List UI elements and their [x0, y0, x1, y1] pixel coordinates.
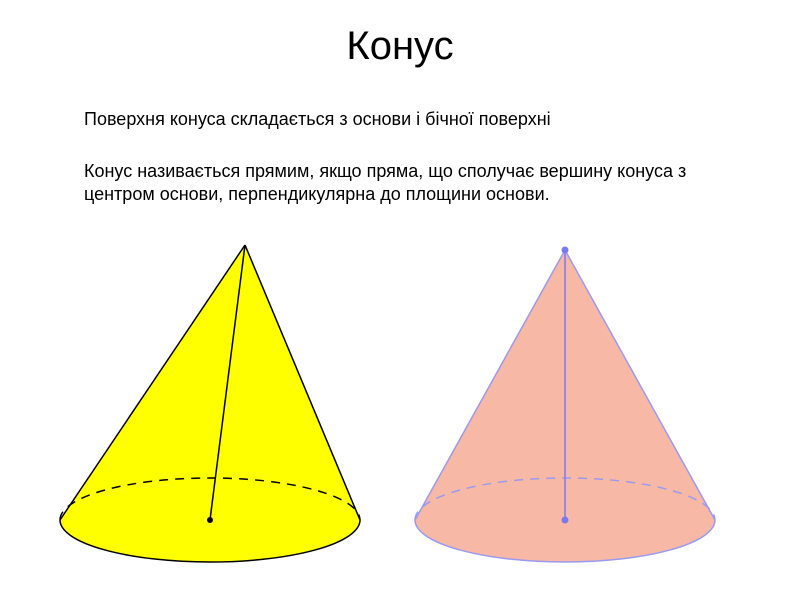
- slide: Конус Поверхня конуса складається з осно…: [0, 0, 800, 600]
- paragraph-surface: Поверхня конуса складається з основи і б…: [84, 108, 724, 131]
- paragraph-right-cone: Конус називається прямим, якщо пряма, що…: [84, 160, 724, 205]
- figure-area: [0, 230, 800, 590]
- oblique-center-dot: [207, 517, 213, 523]
- page-title: Конус: [0, 24, 800, 69]
- cones-diagram: [0, 230, 800, 590]
- right-center-dot: [562, 517, 569, 524]
- right-apex-dot: [562, 247, 569, 254]
